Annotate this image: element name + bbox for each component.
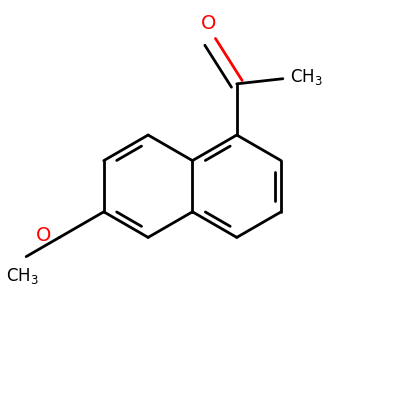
Text: O: O <box>200 14 216 33</box>
Text: CH$_3$: CH$_3$ <box>6 266 39 286</box>
Text: O: O <box>36 226 51 245</box>
Text: CH$_3$: CH$_3$ <box>290 67 323 87</box>
